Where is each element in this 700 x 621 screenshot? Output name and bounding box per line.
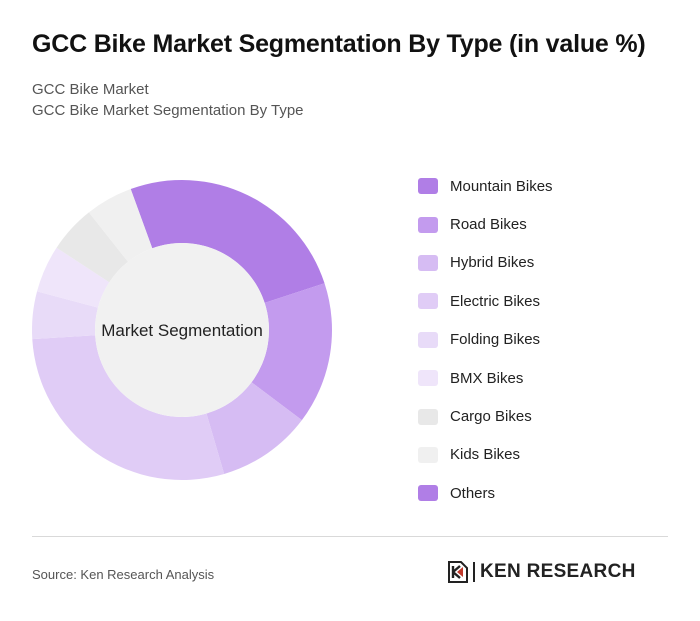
legend-swatch xyxy=(418,178,438,195)
donut-slice-folding-bikes xyxy=(31,291,98,340)
ken-research-logo-icon xyxy=(448,561,468,583)
legend-item: Folding Bikes xyxy=(418,321,553,359)
donut-center xyxy=(95,243,269,417)
legend-label: Mountain Bikes xyxy=(450,177,553,195)
legend-swatch xyxy=(418,446,438,463)
donut-slice-hybrid-bikes xyxy=(206,382,302,474)
donut-slice-cargo-bikes xyxy=(56,212,128,283)
legend-item: Mountain Bikes xyxy=(418,167,553,205)
legend-item: BMX Bikes xyxy=(418,359,553,397)
legend-item: Others xyxy=(418,474,553,512)
donut-chart: Market Segmentation xyxy=(31,180,332,481)
logo-separator xyxy=(473,562,475,582)
legend-item: Hybrid Bikes xyxy=(418,244,553,282)
donut-slice-electric-bikes xyxy=(32,335,225,481)
legend-label: Road Bikes xyxy=(450,216,527,234)
legend-label: Electric Bikes xyxy=(450,292,541,310)
legend-swatch xyxy=(418,485,438,502)
legend-item: Cargo Bikes xyxy=(418,397,553,435)
legend-label: Kids Bikes xyxy=(450,446,521,464)
donut-slice-mountain-bikes xyxy=(130,180,325,303)
source-note: Source: Ken Research Analysis xyxy=(32,567,215,582)
donut-slice-kids-bikes xyxy=(88,189,153,262)
legend-label: BMX Bikes xyxy=(450,369,524,387)
legend-label: Cargo Bikes xyxy=(450,408,532,426)
legend-swatch xyxy=(418,254,438,271)
ken-research-logo: KEN RESEARCH xyxy=(447,560,636,584)
donut-slices xyxy=(31,180,332,481)
legend-swatch xyxy=(418,370,438,387)
legend-label: Folding Bikes xyxy=(450,331,541,349)
legend-item: Kids Bikes xyxy=(418,436,553,474)
center-label: Market Segmentation xyxy=(101,321,263,340)
legend-item: Road Bikes xyxy=(418,205,553,243)
donut-slice-bmx-bikes xyxy=(37,247,110,308)
legend-label: Hybrid Bikes xyxy=(450,254,535,272)
legend-swatch xyxy=(418,293,438,310)
chart-title: GCC Bike Market Segmentation By Type (in… xyxy=(32,30,646,58)
legend-item: Electric Bikes xyxy=(418,282,553,320)
legend-swatch xyxy=(418,216,438,233)
legend-swatch xyxy=(418,331,438,348)
legend-label: Others xyxy=(450,484,496,502)
chart-legend: Mountain Bikes Road Bikes Hybrid Bikes Elec… xyxy=(418,167,553,513)
legend-swatch xyxy=(418,408,438,425)
footer-divider xyxy=(32,536,668,537)
logo-text: KEN RESEARCH xyxy=(480,561,636,582)
chart-subtitle: GCC Bike Market xyxy=(32,81,149,98)
chart-subtitle-secondary: GCC Bike Market Segmentation By Type xyxy=(32,102,304,119)
donut-slice-road-bikes xyxy=(251,283,332,421)
